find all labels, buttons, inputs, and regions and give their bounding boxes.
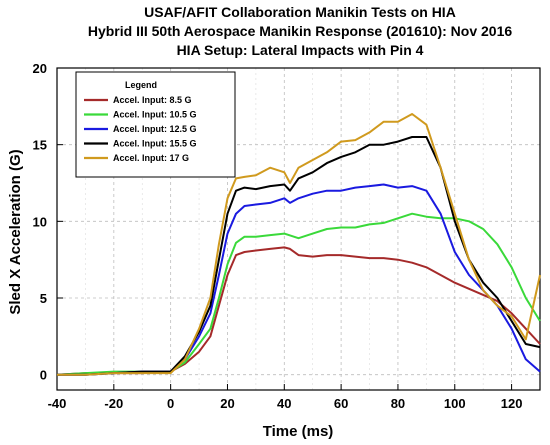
legend-label-0: Accel. Input: 8.5 G (113, 95, 192, 105)
series-line-4 (57, 113, 541, 376)
legend-entries: Accel. Input: 8.5 G Accel. Input: 10.5 G A… (84, 95, 197, 163)
x-tick-label-1: -20 (104, 396, 123, 411)
series-line-0 (56, 246, 541, 376)
chart-title: USAF/AFIT Collaboration Manikin Tests on… (88, 4, 513, 58)
series-line-1 (56, 212, 541, 376)
x-axis-label: Time (ms) (263, 423, 334, 440)
x-tick-label-2: 0 (167, 396, 174, 411)
legend-label-1: Accel. Input: 10.5 G (113, 110, 197, 120)
legend-label-2: Accel. Input: 12.5 G (113, 124, 197, 134)
chart-title-line-2: Hybrid III 50th Aerospace Manikin Respon… (88, 23, 513, 39)
y-tick-label-2: 10 (33, 214, 47, 229)
x-tick-label-7: 100 (444, 396, 466, 411)
y-tick-label-4: 20 (33, 61, 47, 76)
x-tick-label-0: -40 (48, 396, 67, 411)
legend-label-3: Accel. Input: 15.5 G (113, 139, 197, 149)
y-tick-label-0: 0 (40, 368, 47, 383)
x-tick-label-4: 40 (277, 396, 291, 411)
series-lines (56, 113, 541, 376)
legend-box (75, 71, 236, 178)
y-axis-label: Sled X Acceleration (G) (7, 149, 24, 314)
x-tick-label-5: 60 (334, 396, 348, 411)
chart-title-line-1: USAF/AFIT Collaboration Manikin Tests on… (144, 4, 456, 20)
x-tick-label-3: 20 (220, 396, 234, 411)
series-line-2 (57, 183, 541, 376)
y-tick-label-1: 5 (40, 291, 47, 306)
plot-area (56, 67, 541, 391)
y-tick-label-3: 15 (33, 138, 47, 153)
axis-ticks: -40 -20 0 20 40 60 80 100 120 0 5 10 15 20 (33, 61, 523, 411)
legend-title: Legend (125, 80, 157, 90)
chart-title-line-3: HIA Setup: Lateral Impacts with Pin 4 (177, 42, 424, 58)
x-tick-label-8: 120 (501, 396, 523, 411)
x-tick-label-6: 80 (391, 396, 405, 411)
legend-label-4: Accel. Input: 17 G (113, 153, 189, 163)
